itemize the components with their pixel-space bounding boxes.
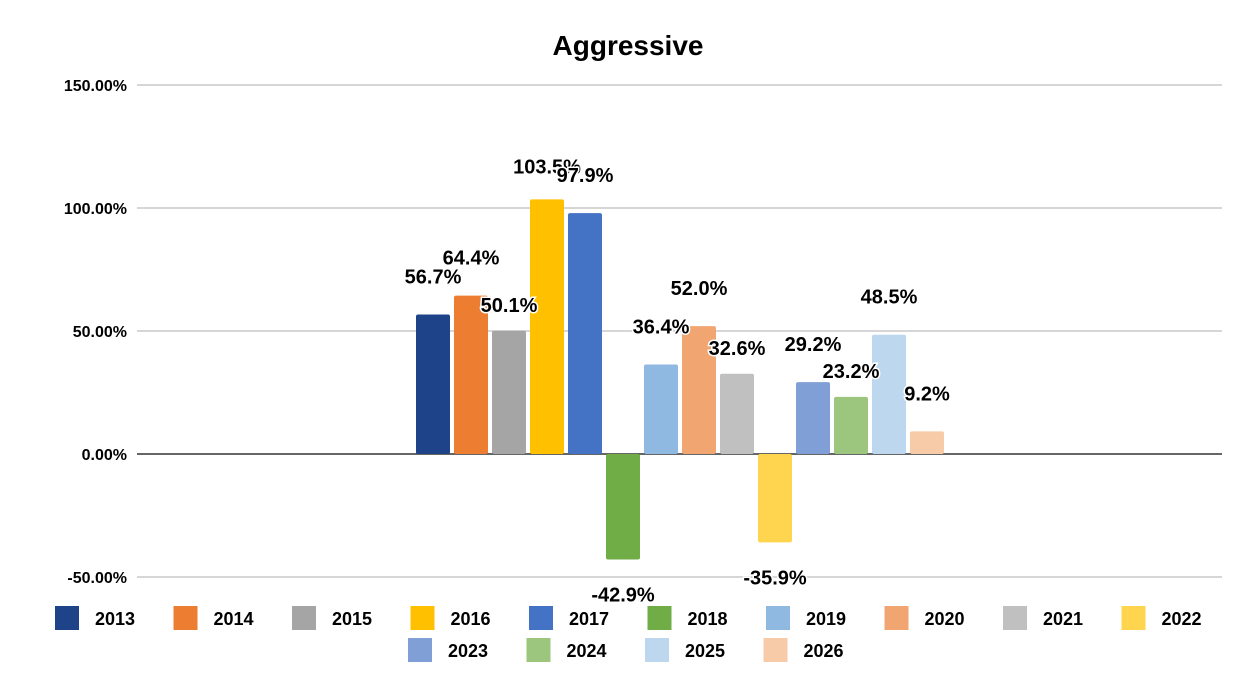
legend-item-2020[interactable]: 2020: [884, 606, 965, 630]
legend-item-2023[interactable]: 2023: [408, 638, 488, 662]
data-label-2014: 64.4%: [443, 248, 500, 270]
legend-label: 2016: [451, 609, 491, 629]
legend-label: 2018: [688, 609, 728, 629]
bar-2016: [530, 199, 564, 454]
y-tick-label: 50.00%: [73, 324, 127, 341]
legend-swatch: [766, 606, 790, 630]
legend-label: 2014: [214, 609, 254, 629]
legend-swatch: [55, 606, 79, 630]
legend-swatch: [292, 606, 316, 630]
legend-swatch: [408, 638, 432, 662]
legend-label: 2020: [925, 609, 965, 629]
data-label-2013: 56.7%: [405, 267, 462, 289]
legend-swatch: [526, 638, 551, 662]
bar-2019: [644, 364, 678, 454]
data-label-2025: 48.5%: [861, 287, 918, 309]
data-label-2026: 9.2%: [904, 383, 950, 405]
bar-2014: [454, 295, 488, 454]
legend-item-2016[interactable]: 2016: [410, 606, 491, 630]
data-label-2024: 23.2%: [823, 361, 880, 383]
legend-item-2015[interactable]: 2015: [292, 606, 372, 630]
y-tick-label: 150.00%: [64, 78, 127, 95]
data-label-2015: 50.1%: [481, 295, 538, 317]
data-label-2021: 32.6%: [709, 338, 766, 360]
legend-item-2014[interactable]: 2014: [173, 606, 254, 630]
bar-2017: [568, 213, 602, 454]
y-axis-ticks: -50.00% 0.00% 50.00% 100.00% 150.00%: [64, 78, 127, 587]
legend-swatch: [884, 606, 909, 630]
legend-item-2026[interactable]: 2026: [763, 638, 844, 662]
legend-swatch: [647, 606, 672, 630]
legend-item-2018[interactable]: 2018: [647, 606, 728, 630]
legend-swatch: [529, 606, 553, 630]
legend-label: 2017: [569, 609, 609, 629]
legend-label: 2019: [806, 609, 846, 629]
data-label-2016: 103.5%: [513, 156, 581, 178]
bar-2023: [796, 382, 830, 454]
legend-item-2013[interactable]: 2013: [55, 606, 135, 630]
data-label-2022: -35.9%: [743, 567, 807, 589]
legend-swatch: [410, 606, 435, 630]
bar-2018: [606, 454, 640, 560]
legend-label: 2024: [567, 641, 607, 661]
legend-swatch: [1121, 606, 1146, 630]
legend-label: 2023: [448, 641, 488, 661]
legend-label: 2013: [95, 609, 135, 629]
legend-item-2017[interactable]: 2017: [529, 606, 609, 630]
data-label-2023: 29.2%: [785, 334, 842, 356]
gridlines: [137, 84, 1222, 578]
bar-2025: [872, 334, 906, 454]
legend-label: 2026: [804, 641, 844, 661]
legend-swatch: [645, 638, 669, 662]
bar-2015: [492, 330, 526, 454]
y-tick-label: 100.00%: [64, 201, 127, 218]
legend-label: 2015: [332, 609, 372, 629]
legend-label: 2021: [1043, 609, 1083, 629]
legend-item-2025[interactable]: 2025: [645, 638, 725, 662]
bar-2013: [416, 314, 450, 454]
y-tick-label: 0.00%: [82, 447, 127, 464]
legend-swatch: [1003, 606, 1027, 630]
data-label-2018: -42.9%: [591, 585, 655, 607]
legend-swatch: [763, 638, 788, 662]
bar-2020: [682, 326, 716, 454]
chart-title: Aggressive: [553, 30, 704, 61]
bars: [416, 199, 944, 560]
y-tick-label: -50.00%: [67, 570, 127, 587]
legend-item-2024[interactable]: 2024: [526, 638, 607, 662]
bar-2022: [758, 454, 792, 543]
legend-label: 2025: [685, 641, 725, 661]
data-label-2017: 97.9%: [557, 165, 614, 187]
data-labels: 56.7%64.4% 50.1% 103.5%97.9% -42.9% 36.4% 52.…: [403, 155, 951, 608]
data-label-2019: 36.4%: [633, 316, 690, 338]
data-label-2020: 52.0%: [671, 278, 728, 300]
legend-item-2021[interactable]: 2021: [1003, 606, 1083, 630]
legend-item-2022[interactable]: 2022: [1121, 606, 1202, 630]
legend-swatch: [173, 606, 198, 630]
legend-item-2019[interactable]: 2019: [766, 606, 846, 630]
bar-2026: [910, 431, 944, 454]
bar-2024: [834, 396, 868, 454]
bar-2021: [720, 373, 754, 454]
legend: 2013 2014 2015 2016 2017 2018 2019 2020 2021 2022…: [55, 606, 1202, 662]
legend-label: 2022: [1162, 609, 1202, 629]
